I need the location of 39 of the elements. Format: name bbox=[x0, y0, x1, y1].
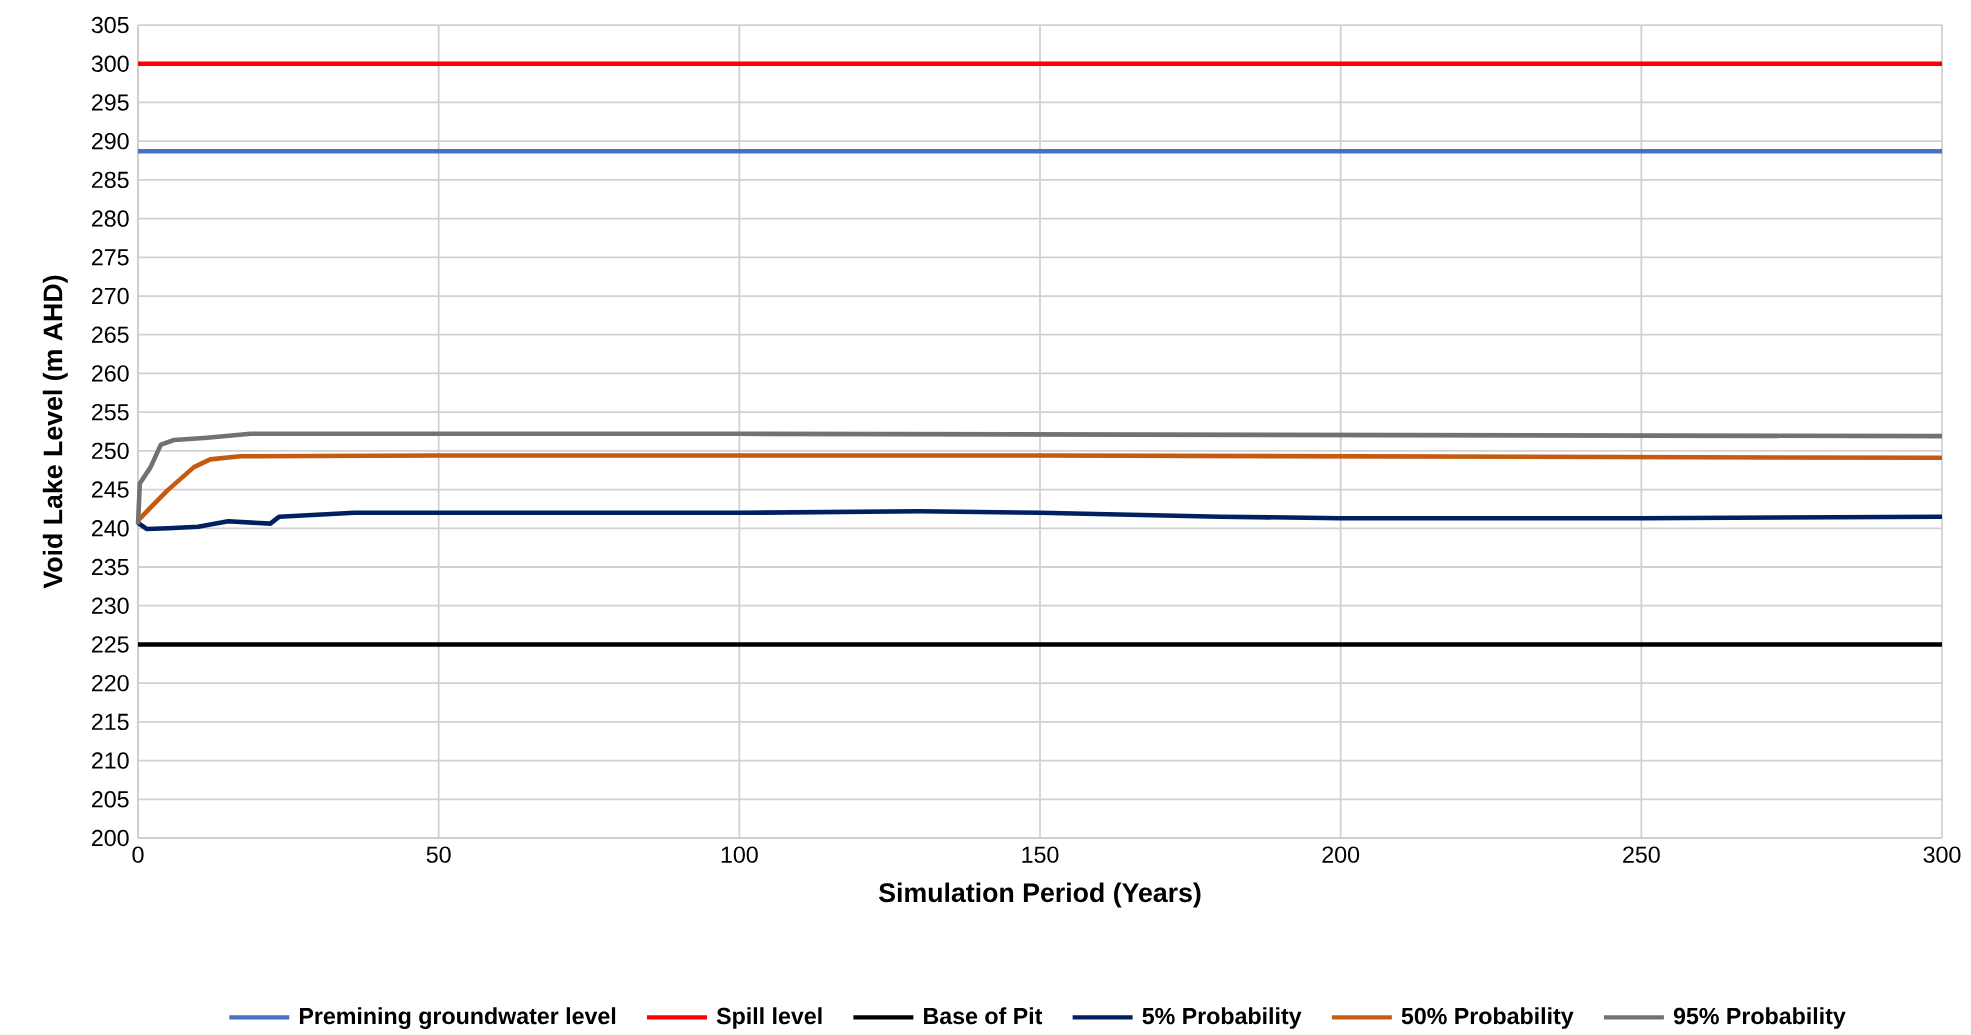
x-tick-label: 300 bbox=[1923, 846, 1961, 863]
y-tick-label: 295 bbox=[92, 94, 129, 111]
x-axis-title: Simulation Period (Years) bbox=[878, 882, 1201, 908]
y-tick-label: 210 bbox=[92, 752, 129, 769]
y-tick-label: 280 bbox=[92, 210, 129, 227]
y-tick-label: 260 bbox=[92, 365, 129, 382]
y-tick-label: 220 bbox=[92, 674, 129, 692]
legend-label: 5% Probability bbox=[1142, 1007, 1302, 1029]
x-tick-label: 0 bbox=[132, 846, 144, 863]
legend-label: 95% Probability bbox=[1673, 1007, 1846, 1029]
y-axis-title: Void Lake Level (m AHD) bbox=[42, 275, 68, 589]
y-tick-label: 300 bbox=[91, 55, 129, 72]
legend-label: 50% Probability bbox=[1401, 1007, 1574, 1029]
y-tick-label: 200 bbox=[92, 829, 129, 847]
y-tick-label: 245 bbox=[92, 481, 129, 498]
y-tick-label: 265 bbox=[92, 326, 129, 343]
y-tick-label: 215 bbox=[92, 713, 129, 731]
y-tick-label: 270 bbox=[92, 287, 129, 305]
line-series bbox=[135, 431, 1945, 527]
y-tick-label: 305 bbox=[91, 16, 129, 34]
line-series bbox=[135, 508, 1945, 532]
y-tick-label: 250 bbox=[92, 442, 129, 460]
x-tick-label: 150 bbox=[1022, 846, 1059, 863]
y-tick-label: 205 bbox=[92, 791, 129, 808]
y-tick-label: 275 bbox=[92, 249, 129, 266]
y-tick-label: 230 bbox=[92, 597, 129, 614]
y-tick-label: 240 bbox=[92, 520, 129, 537]
x-tick-label: 50 bbox=[426, 846, 451, 863]
x-tick-label: 200 bbox=[1322, 846, 1360, 863]
y-tick-label: 225 bbox=[92, 636, 129, 653]
x-tick-label: 250 bbox=[1623, 846, 1660, 863]
y-tick-label: 290 bbox=[92, 132, 129, 150]
x-tick-label: 100 bbox=[721, 846, 758, 863]
legend-label: Premining groundwater level bbox=[299, 1007, 616, 1029]
legend-label: Base of Pit bbox=[924, 1007, 1043, 1025]
y-tick-label: 235 bbox=[92, 558, 129, 576]
legend-label: Spill level bbox=[716, 1007, 822, 1029]
y-tick-label: 285 bbox=[92, 171, 129, 189]
y-tick-label: 255 bbox=[92, 403, 129, 421]
